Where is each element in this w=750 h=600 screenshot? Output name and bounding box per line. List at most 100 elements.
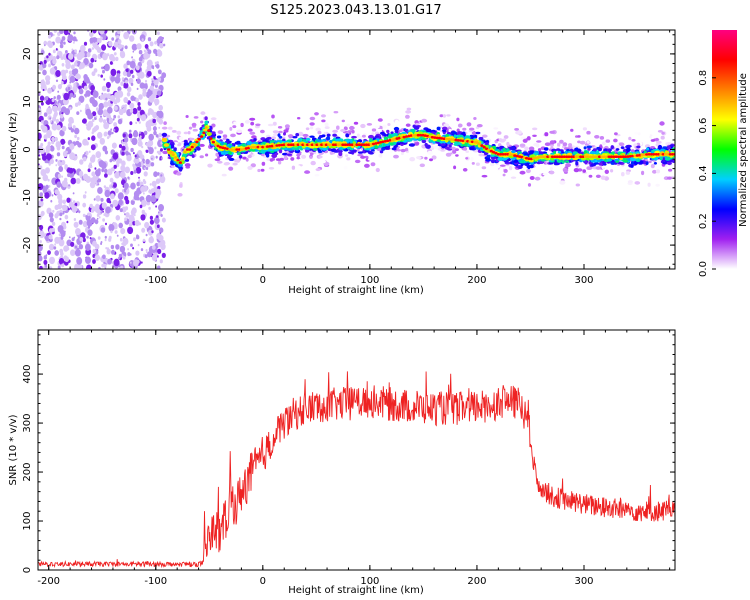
noise-speckle: [91, 71, 96, 77]
spectral-cell: [659, 156, 663, 161]
spectral-cell: [379, 150, 384, 154]
spectral-cell: [614, 132, 618, 136]
spectral-cell: [321, 114, 326, 118]
spectral-cell: [419, 163, 425, 168]
spectral-cell: [630, 149, 635, 153]
spectral-cell: [613, 162, 618, 165]
spectral-cell: [163, 143, 170, 147]
spectral-peak: [664, 153, 668, 156]
noise-speckle: [71, 48, 74, 51]
spectral-cell: [575, 147, 579, 152]
noise-speckle: [157, 50, 163, 57]
noise-speckle: [136, 43, 142, 50]
snr-y-tick-label: 200: [22, 462, 33, 481]
noise-speckle: [83, 41, 88, 46]
noise-speckle: [60, 56, 64, 60]
spectral-cell: [490, 159, 496, 164]
noise-speckle: [157, 248, 162, 254]
noise-speckle: [113, 114, 117, 119]
noise-speckle: [125, 143, 128, 147]
colorbar-ticks: 0.0 0.2 0.4 0.6 0.8: [698, 70, 716, 277]
noise-speckle: [104, 235, 107, 239]
noise-speckle: [132, 130, 139, 138]
noise-speckle: [151, 230, 154, 234]
noise-speckle: [101, 202, 107, 209]
noise-speckle: [48, 234, 53, 240]
noise-speckle: [67, 173, 71, 178]
noise-speckle: [119, 208, 123, 213]
spectral-cell: [230, 133, 236, 138]
noise-speckle: [54, 189, 60, 195]
noise-speckle: [159, 175, 166, 184]
noise-speckle: [101, 66, 104, 70]
spectral-cell: [220, 151, 225, 155]
noise-speckle: [98, 266, 101, 269]
spectral-cell: [666, 142, 672, 145]
spectral-cell: [161, 132, 168, 137]
noise-speckle: [157, 265, 161, 269]
spectral-cell: [539, 161, 544, 164]
noise-speckle: [106, 113, 111, 119]
noise-speckle: [125, 68, 129, 73]
spectral-cell: [440, 142, 446, 146]
noise-speckle: [72, 36, 77, 42]
spectral-cell: [586, 166, 593, 171]
noise-speckle: [76, 52, 83, 61]
spectral-cell: [586, 140, 590, 144]
spectral-cell: [394, 119, 399, 124]
noise-speckle: [91, 171, 96, 177]
spectral-peak: [200, 135, 204, 138]
spectral-cell: [405, 114, 410, 119]
spectral-cell: [315, 168, 321, 172]
spectral-peak: [277, 144, 281, 147]
noise-speckle: [86, 52, 91, 58]
noise-speckle: [135, 250, 140, 256]
spectral-cell: [513, 159, 518, 163]
noise-speckle: [58, 198, 63, 205]
spectral-cell: [321, 159, 326, 164]
noise-speckle: [151, 180, 157, 187]
noise-speckle: [91, 206, 96, 212]
noise-speckle: [115, 244, 120, 250]
spectral-cell: [204, 120, 209, 125]
noise-speckle: [135, 97, 140, 103]
noise-speckle: [43, 112, 48, 117]
spectral-cell: [229, 126, 233, 131]
noise-speckle: [69, 236, 71, 239]
colorbar-tick-label: 0.6: [698, 118, 709, 134]
noise-speckle: [74, 49, 77, 53]
spectral-cell: [633, 161, 639, 165]
noise-speckle: [57, 90, 60, 93]
noise-speckle: [53, 96, 56, 100]
spectral-cell: [176, 130, 182, 135]
noise-speckle: [102, 218, 105, 222]
noise-speckle: [100, 74, 103, 78]
spectral-cell: [360, 123, 366, 129]
noise-speckle: [121, 206, 127, 213]
noise-speckle: [110, 128, 113, 131]
noise-speckle: [90, 85, 95, 91]
spectral-cell: [424, 142, 428, 147]
spectral-peak: [237, 148, 241, 151]
noise-speckle: [103, 101, 109, 108]
spectral-cell: [278, 130, 283, 134]
spectral-cell: [455, 154, 459, 157]
spectral-cell: [309, 122, 315, 126]
spectral-cell: [232, 125, 237, 129]
noise-speckle: [76, 257, 83, 265]
spectral-cell: [415, 122, 419, 126]
noise-speckle: [150, 162, 155, 167]
spectral-cell: [321, 134, 326, 138]
spectral-peak: [593, 155, 597, 158]
noise-speckle: [60, 138, 66, 145]
noise-speckle: [129, 102, 135, 109]
spectral-peak: [555, 155, 559, 158]
noise-speckle: [117, 30, 121, 35]
noise-speckle: [73, 236, 76, 239]
noise-speckle: [48, 163, 51, 166]
spectral-cell: [321, 146, 327, 151]
spectral-cell: [182, 152, 189, 156]
spectral-cell: [349, 125, 355, 131]
spectral-peak: [616, 155, 621, 158]
spectral-peak: [416, 133, 420, 137]
